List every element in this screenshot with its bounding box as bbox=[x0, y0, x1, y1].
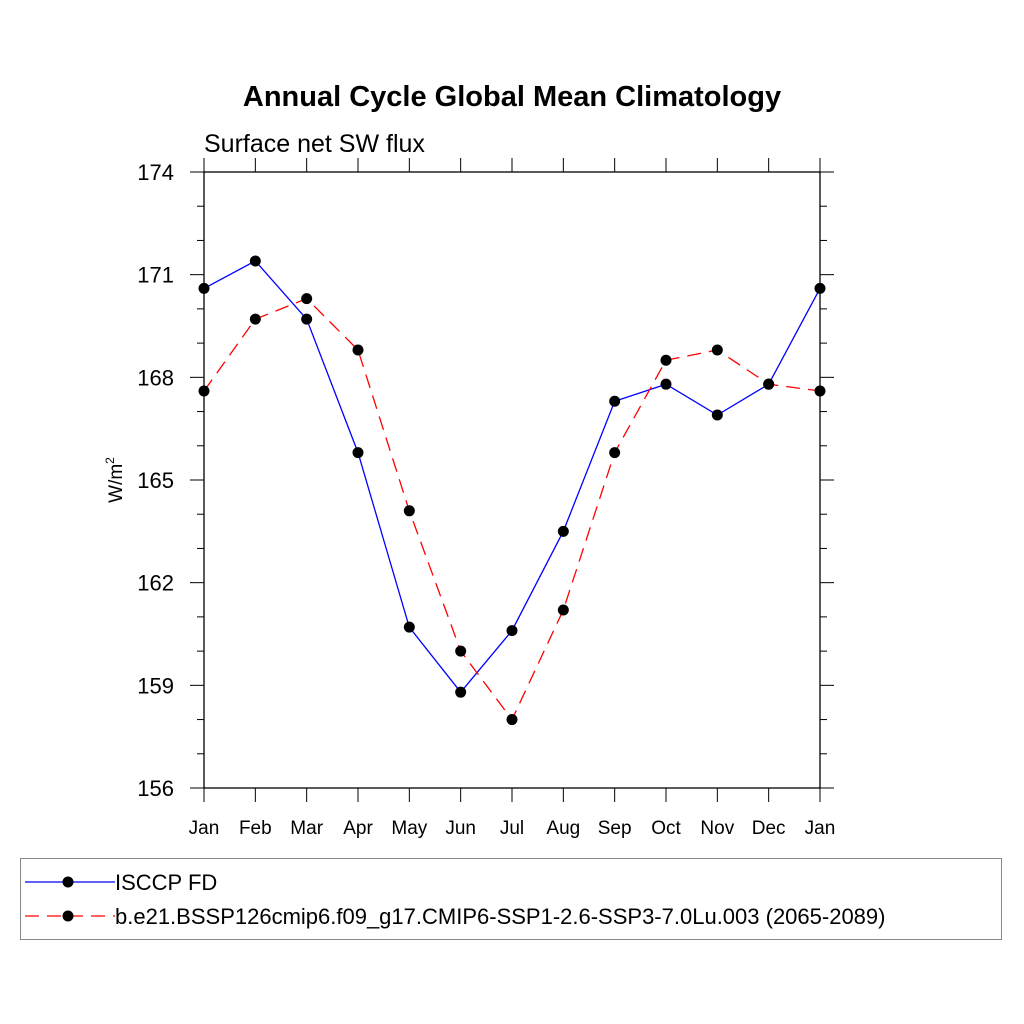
data-point-series-1 bbox=[506, 714, 518, 726]
x-tick-label: May bbox=[391, 818, 427, 839]
data-point-series-0 bbox=[711, 409, 723, 421]
data-point-series-0 bbox=[301, 313, 313, 325]
legend-entry-model: b.e21.BSSP126cmip6.f09_g17.CMIP6-SSP1-2.… bbox=[21, 899, 1001, 935]
data-point-series-1 bbox=[557, 604, 569, 616]
plot-frame bbox=[203, 171, 821, 789]
x-tick-label: Nov bbox=[700, 818, 734, 839]
legend-swatch-model bbox=[25, 910, 115, 922]
x-tick-label: Apr bbox=[343, 818, 373, 839]
legend-swatch-isccp bbox=[25, 876, 115, 888]
data-point-series-0 bbox=[814, 282, 826, 294]
x-tick-label: Jan bbox=[189, 818, 220, 839]
data-point-series-1 bbox=[301, 293, 313, 305]
data-point-series-1 bbox=[198, 385, 210, 397]
data-point-series-1 bbox=[814, 385, 826, 397]
data-point-series-1 bbox=[455, 645, 467, 657]
data-point-series-1 bbox=[609, 447, 621, 459]
x-tick-label: Jun bbox=[445, 818, 476, 839]
data-point-series-0 bbox=[249, 255, 261, 267]
chart-title: Annual Cycle Global Mean Climatology bbox=[243, 81, 781, 113]
y-tick-label: 162 bbox=[137, 571, 174, 596]
data-point-series-0 bbox=[455, 686, 467, 698]
data-point-series-1 bbox=[403, 505, 415, 517]
legend-label-model: b.e21.BSSP126cmip6.f09_g17.CMIP6-SSP1-2.… bbox=[115, 904, 886, 929]
x-tick-label: Aug bbox=[546, 818, 580, 839]
data-point-series-0 bbox=[506, 625, 518, 637]
line-chart: Annual Cycle Global Mean Climatology Sur… bbox=[103, 81, 835, 839]
y-axis-label: W/m2 bbox=[103, 457, 127, 503]
data-point-series-1 bbox=[249, 313, 261, 325]
data-point-series-0 bbox=[660, 378, 672, 390]
data-point-series-1 bbox=[763, 378, 775, 390]
data-point-series-1 bbox=[711, 344, 723, 356]
y-axis-label-unit: W/m bbox=[106, 464, 127, 503]
x-tick-label: Sep bbox=[598, 818, 632, 839]
legend-label-isccp: ISCCP FD bbox=[115, 870, 218, 895]
y-axis-label-superscript: 2 bbox=[103, 457, 117, 464]
x-tick-label: Oct bbox=[651, 818, 681, 839]
series-line-1 bbox=[203, 297, 821, 721]
data-point-series-0 bbox=[609, 395, 621, 407]
data-point-series-0 bbox=[352, 447, 364, 459]
axes: 156 159 162 165 168 171 174 Jan Feb Mar Apr May Jun J… bbox=[137, 158, 835, 839]
x-tick-label: Dec bbox=[752, 818, 786, 839]
x-tick-label: Jul bbox=[500, 818, 524, 839]
data-point-series-1 bbox=[352, 344, 364, 356]
y-tick-label: 174 bbox=[137, 160, 174, 185]
y-tick-label: 171 bbox=[137, 263, 174, 288]
y-tick-label: 159 bbox=[137, 673, 174, 698]
series-group bbox=[198, 255, 826, 726]
data-point-series-1 bbox=[660, 354, 672, 366]
chart-subtitle: Surface net SW flux bbox=[204, 130, 425, 158]
legend: ISCCP FD b.e21.BSSP126cmip6.f09_g17.CMIP… bbox=[20, 858, 1002, 940]
y-tick-label: 156 bbox=[137, 776, 174, 801]
x-tick-label: Mar bbox=[290, 818, 323, 839]
data-point-series-0 bbox=[403, 621, 415, 633]
data-point-series-0 bbox=[557, 525, 569, 537]
y-tick-label: 165 bbox=[137, 468, 174, 493]
x-tick-label: Feb bbox=[239, 818, 272, 839]
data-point-series-0 bbox=[198, 282, 210, 294]
x-tick-label: Jan bbox=[805, 818, 836, 839]
legend-entry-isccp: ISCCP FD bbox=[21, 865, 1001, 901]
y-tick-label: 168 bbox=[137, 365, 174, 390]
